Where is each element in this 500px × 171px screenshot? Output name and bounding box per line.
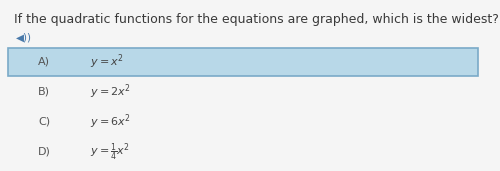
Text: D): D) xyxy=(38,147,51,157)
Text: $y = 2x^2$: $y = 2x^2$ xyxy=(90,83,131,101)
Text: C): C) xyxy=(38,117,50,127)
Text: $y = \frac{1}{4}x^2$: $y = \frac{1}{4}x^2$ xyxy=(90,141,130,163)
Text: B): B) xyxy=(38,87,50,97)
Text: ◀)): ◀)) xyxy=(16,33,32,43)
Text: A): A) xyxy=(38,57,50,67)
Text: $y = 6x^2$: $y = 6x^2$ xyxy=(90,113,131,131)
Text: $y = x^2$: $y = x^2$ xyxy=(90,53,124,71)
Text: If the quadratic functions for the equations are graphed, which is the widest?: If the quadratic functions for the equat… xyxy=(14,13,499,26)
Bar xyxy=(8,48,478,76)
